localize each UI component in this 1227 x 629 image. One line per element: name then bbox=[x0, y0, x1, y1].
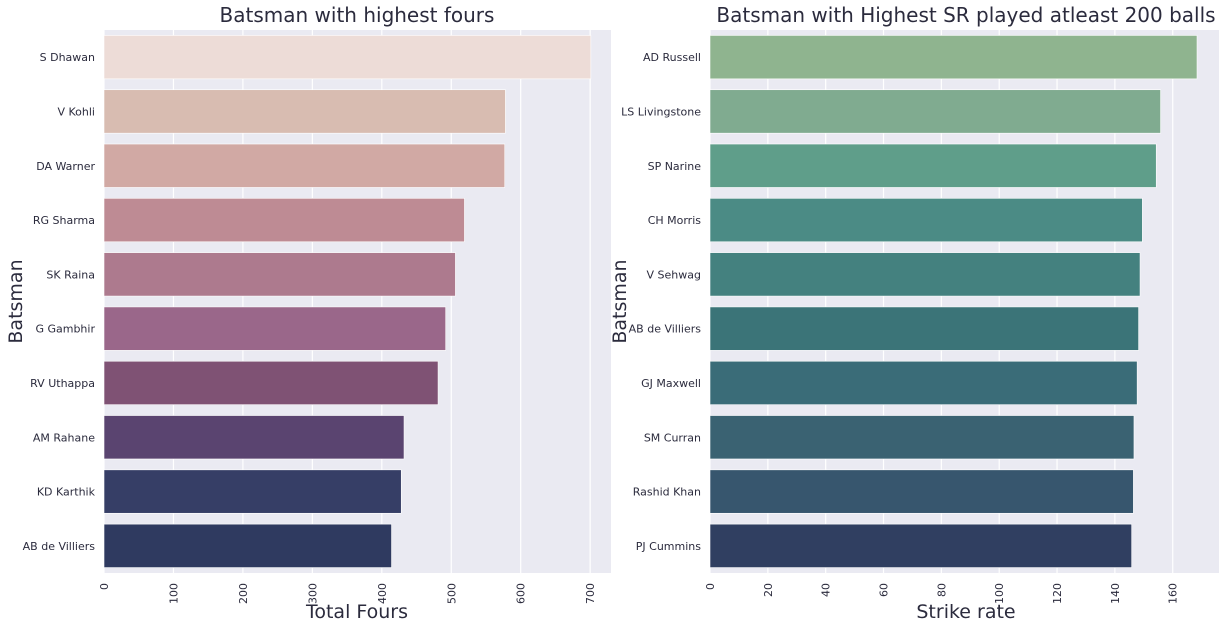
bar bbox=[709, 469, 1134, 514]
category-label: G Gambhir bbox=[35, 323, 95, 336]
bar bbox=[103, 35, 592, 80]
x-tick-label: 400 bbox=[376, 583, 389, 604]
chart-title: Batsman with highest fours bbox=[220, 3, 495, 27]
bar bbox=[103, 198, 465, 243]
bar bbox=[103, 523, 392, 568]
category-label: S Dhawan bbox=[40, 51, 95, 64]
x-axis-label: Strike rate bbox=[916, 601, 1015, 623]
category-label: SK Raina bbox=[46, 268, 95, 281]
bar bbox=[709, 89, 1161, 134]
bar bbox=[103, 469, 402, 514]
bar bbox=[103, 306, 447, 351]
bar bbox=[709, 35, 1198, 80]
category-label: Rashid Khan bbox=[633, 486, 701, 499]
x-tick-label: 0 bbox=[98, 583, 111, 590]
bar bbox=[709, 198, 1143, 243]
x-tick-label: 100 bbox=[993, 583, 1006, 604]
category-label: CH Morris bbox=[648, 214, 702, 227]
bar bbox=[103, 143, 506, 188]
category-label: V Sehwag bbox=[647, 268, 701, 281]
y-axis-label: Batsman bbox=[5, 259, 27, 343]
category-label: KD Karthik bbox=[37, 486, 96, 499]
category-label: AM Rahane bbox=[33, 431, 95, 444]
x-tick-label: 120 bbox=[1051, 583, 1064, 604]
bar bbox=[709, 252, 1141, 297]
bar bbox=[709, 523, 1132, 568]
chart-title: Batsman with Highest SR played atleast 2… bbox=[716, 3, 1215, 27]
x-tick-label: 160 bbox=[1167, 583, 1180, 604]
y-axis-label: Batsman bbox=[609, 259, 631, 343]
x-tick-label: 140 bbox=[1109, 583, 1122, 604]
bar bbox=[709, 143, 1157, 188]
category-label: SM Curran bbox=[644, 431, 701, 444]
bar bbox=[103, 415, 405, 460]
category-label: DA Warner bbox=[36, 160, 95, 173]
category-label: RG Sharma bbox=[33, 214, 95, 227]
category-label: AB de Villiers bbox=[629, 323, 702, 336]
x-tick-label: 100 bbox=[167, 583, 180, 604]
x-tick-label: 700 bbox=[584, 583, 597, 604]
x-tick-label: 600 bbox=[515, 583, 528, 604]
x-tick-label: 0 bbox=[704, 583, 717, 590]
category-label: SP Narine bbox=[648, 160, 702, 173]
category-label: AB de Villiers bbox=[23, 540, 96, 553]
x-tick-label: 60 bbox=[878, 583, 891, 597]
chart-1: S Dhawan V Kohli DA Warner RG Sharma SK Rain… bbox=[5, 3, 611, 623]
x-tick-label: 40 bbox=[820, 583, 833, 597]
category-label: V Kohli bbox=[57, 105, 95, 118]
bar bbox=[103, 89, 506, 134]
x-tick-label: 500 bbox=[445, 583, 458, 604]
bar bbox=[709, 415, 1135, 460]
bar bbox=[709, 360, 1138, 405]
bar bbox=[709, 306, 1139, 351]
x-tick-label: 80 bbox=[935, 583, 948, 597]
x-tick-label: 200 bbox=[237, 583, 250, 604]
category-label: AD Russell bbox=[643, 51, 701, 64]
bar bbox=[103, 360, 439, 405]
category-label: RV Uthappa bbox=[30, 377, 95, 390]
chart-2: AD Russell LS Livingstone SP Narine CH Morr… bbox=[609, 3, 1219, 623]
category-label: GJ Maxwell bbox=[641, 377, 701, 390]
category-label: LS Livingstone bbox=[621, 105, 701, 118]
x-tick-label: 300 bbox=[306, 583, 319, 604]
x-tick-label: 20 bbox=[762, 583, 775, 597]
x-axis-label: Total Fours bbox=[305, 601, 408, 623]
category-label: PJ Cummins bbox=[636, 540, 701, 553]
bar bbox=[103, 252, 456, 297]
